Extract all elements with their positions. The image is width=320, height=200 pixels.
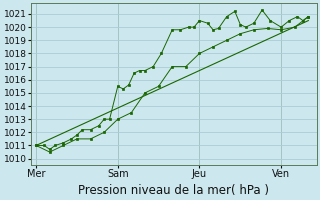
X-axis label: Pression niveau de la mer( hPa ): Pression niveau de la mer( hPa ) [78,184,269,197]
